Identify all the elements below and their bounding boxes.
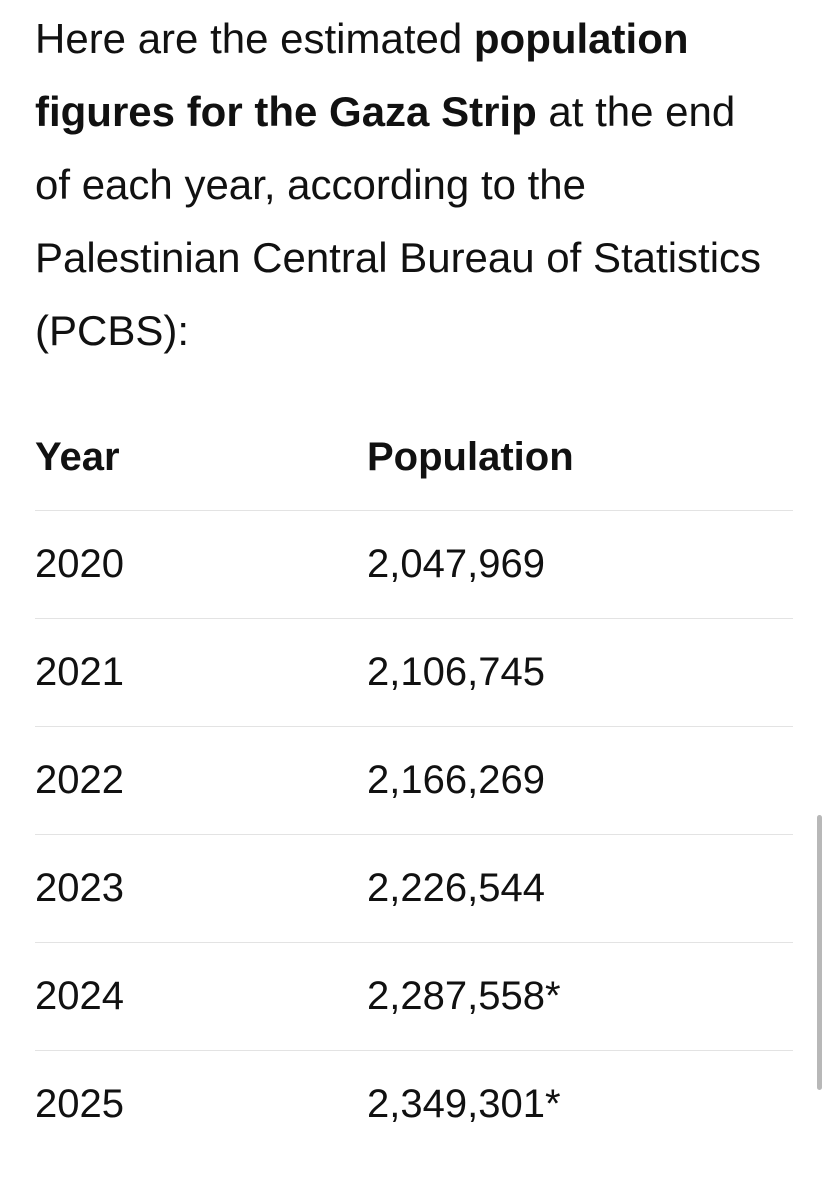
table-body: 2020 2,047,969 2021 2,106,745 2022 2,166,269 2… [35, 510, 793, 1159]
intro-before: Here are the estimated [35, 15, 474, 62]
year-cell: 2023 [35, 834, 367, 943]
population-cell: 2,287,558* [367, 942, 793, 1051]
population-cell: 2,349,301* [367, 1082, 561, 1126]
table-row: 2021 2,106,745 [35, 618, 793, 727]
population-cell: 2,047,969 [367, 510, 793, 619]
header-cell: Population [367, 405, 793, 511]
year-cell: 2020 [35, 510, 367, 619]
year-cell: 2021 [35, 618, 367, 727]
population-cell: 2,106,745 [367, 618, 793, 727]
table-row: 2023 2,226,544 [35, 834, 793, 943]
table-row: 2022 2,166,269 [35, 726, 793, 835]
population-table: Year Population 2020 2,047,969 2021 2,106,7… [35, 405, 793, 1158]
intro-bold: population figures for the Gaza Strip [35, 15, 689, 135]
scrollbar [817, 815, 822, 1090]
table-row: 2020 2,047,969 [35, 510, 793, 619]
year-cell: 2022 [35, 726, 367, 835]
year-cell: 2025 [35, 1082, 124, 1126]
table-row: 2024 2,287,558* [35, 942, 793, 1051]
table-row: 2025 2,349,301* [35, 1051, 793, 1159]
year-cell: 2024 [35, 942, 367, 1051]
intro-text: Here are the estimated population figure… [35, 2, 780, 367]
header-cell: Year [35, 405, 367, 511]
population-cell: 2,226,544 [367, 834, 793, 943]
population-cell: 2,166,269 [367, 726, 793, 835]
intro-after: at the end of each year, according to th… [35, 88, 762, 354]
header-row: Year Population [35, 405, 793, 511]
